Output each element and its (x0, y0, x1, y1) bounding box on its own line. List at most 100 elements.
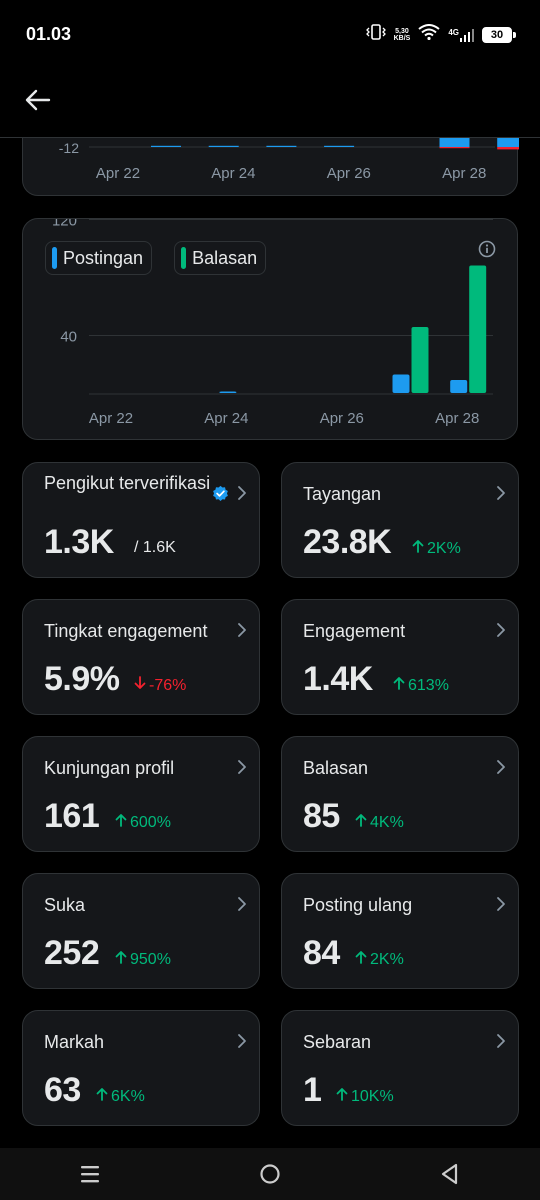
system-nav-bar (0, 1148, 540, 1200)
arrow-down-icon (134, 676, 146, 695)
chart-previous: -12 Apr 22 Apr 24 Apr 26 Apr 28 (59, 138, 528, 182)
chevron-right-icon (494, 758, 508, 776)
network-type: 4G (448, 27, 459, 37)
chevron-right-icon (235, 621, 249, 639)
metric-title: Engagement (303, 621, 406, 641)
battery-icon: 30 (482, 26, 516, 43)
metric-change: 613% (393, 676, 449, 695)
back-triangle-icon (441, 1163, 458, 1185)
chart-card-posts-replies: Postingan Balasan 40 120 Apr 22 Apr 24 Apr 2… (22, 218, 518, 440)
bar-replies (469, 265, 487, 393)
x-tick-label: Apr 28 (442, 165, 486, 182)
bar-posts (324, 145, 355, 147)
back-button[interactable] (20, 82, 56, 118)
chart-card-previous: -12 Apr 22 Apr 24 Apr 26 Apr 28 (22, 138, 528, 196)
metric-value: 252 (44, 934, 100, 972)
arrow-up-icon (115, 950, 127, 969)
metric-card[interactable]: Sebaran 1 10K% (281, 1010, 519, 1126)
battery-level: 30 (490, 28, 504, 41)
bar-posts (450, 379, 468, 393)
metric-card[interactable]: Tayangan 23.8K 2K% (281, 462, 519, 578)
top-app-bar (0, 70, 540, 138)
metric-title: Pengikut terverifikasi (44, 473, 211, 493)
x-tick-label: Apr 24 (211, 165, 255, 182)
arrow-up-icon (393, 676, 405, 695)
metric-change-value: 10K% (351, 1087, 394, 1105)
metric-title: Posting ulang (303, 895, 413, 915)
legend-label-replies: Balasan (192, 247, 258, 268)
system-back-button[interactable] (420, 1154, 480, 1194)
metric-change-value: -76% (149, 676, 187, 694)
network-speed: 5,30 KB/S (394, 28, 411, 42)
home-button[interactable] (240, 1154, 300, 1194)
chart-legend: Postingan Balasan (45, 241, 267, 275)
chart-posts-replies: 40 120 Apr 22 Apr 24 Apr 26 Apr 28 (52, 219, 493, 427)
chevron-right-icon (235, 1032, 249, 1050)
x-tick-label: Apr 24 (204, 410, 248, 427)
metric-card[interactable]: Tingkat engagement 5.9% -76% (22, 599, 260, 715)
metric-change-value: 6K% (111, 1087, 145, 1105)
arrow-up-icon (355, 813, 367, 832)
metric-change-value: 2K% (370, 950, 404, 968)
bar-negative (439, 147, 470, 149)
metric-value: 85 (303, 797, 340, 835)
arrow-up-icon (412, 539, 424, 558)
arrow-up-icon (96, 1087, 108, 1106)
metric-value: 161 (44, 797, 100, 835)
x-tick-label: Apr 22 (89, 410, 133, 427)
arrow-up-icon (115, 813, 127, 832)
metric-change: / 1.6K (134, 539, 176, 557)
network-speed-unit: KB/S (393, 34, 411, 42)
y-tick-label: 40 (60, 329, 77, 346)
metric-card[interactable]: Pengikut terverifikasi 1.3K / 1.6K (22, 462, 260, 578)
metric-value: 23.8K (303, 523, 392, 561)
signal-icon: 4G (448, 28, 474, 42)
metric-title: Sebaran (303, 1032, 372, 1052)
metric-title: Tingkat engagement (44, 621, 208, 641)
metric-change: 950% (115, 950, 171, 969)
x-tick-label: Apr 28 (435, 410, 479, 427)
metric-card[interactable]: Balasan 85 4K% (281, 736, 519, 852)
y-tick-label: 120 (52, 219, 77, 230)
recents-button[interactable] (60, 1154, 120, 1194)
arrow-up-icon (336, 1087, 348, 1106)
status-bar: 01.03 5,30 KB/S 4G 30 (0, 0, 540, 70)
bar-negative (497, 147, 528, 150)
network-speed-value: 5,30 (395, 27, 409, 35)
legend-item-replies[interactable]: Balasan (174, 241, 267, 275)
metric-title: Tayangan (303, 484, 382, 504)
analytics-content[interactable]: -12 Apr 22 Apr 24 Apr 26 Apr 28 Postingan Ba… (0, 138, 540, 1148)
info-icon[interactable] (477, 239, 497, 259)
metric-change-value: 4K% (370, 813, 404, 831)
metric-card[interactable]: Kunjungan profil 161 600% (22, 736, 260, 852)
status-time: 01.03 (26, 24, 72, 44)
chevron-right-icon (235, 758, 249, 776)
chevron-right-icon (494, 621, 508, 639)
legend-swatch-replies (181, 247, 187, 269)
metric-change-value: 950% (130, 950, 171, 968)
legend-label-posts: Postingan (63, 247, 144, 268)
bar-replies (411, 326, 429, 393)
metric-value: 84 (303, 934, 340, 972)
metric-change-value: 600% (130, 813, 171, 831)
wifi-icon (418, 24, 440, 45)
menu-icon (81, 1166, 99, 1183)
arrow-left-icon (25, 89, 51, 111)
vibrate-icon (365, 24, 386, 45)
metric-title: Kunjungan profil (44, 758, 175, 778)
metric-card[interactable]: Engagement 1.4K 613% (281, 599, 519, 715)
metric-card[interactable]: Posting ulang 84 2K% (281, 873, 519, 989)
metric-value: 1.3K (44, 523, 114, 561)
bar-posts (151, 145, 181, 147)
metric-value: 63 (44, 1071, 81, 1109)
y-tick-label: -12 (59, 140, 79, 156)
metric-card[interactable]: Suka 252 950% (22, 873, 260, 989)
metric-change: 10K% (336, 1087, 394, 1106)
metric-title: Suka (44, 895, 86, 915)
metric-value: 5.9% (44, 660, 120, 698)
metric-title: Balasan (303, 758, 369, 778)
arrow-up-icon (355, 950, 367, 969)
legend-item-posts[interactable]: Postingan (45, 241, 153, 275)
metric-title: Markah (44, 1032, 105, 1052)
metric-card[interactable]: Markah 63 6K% (22, 1010, 260, 1126)
